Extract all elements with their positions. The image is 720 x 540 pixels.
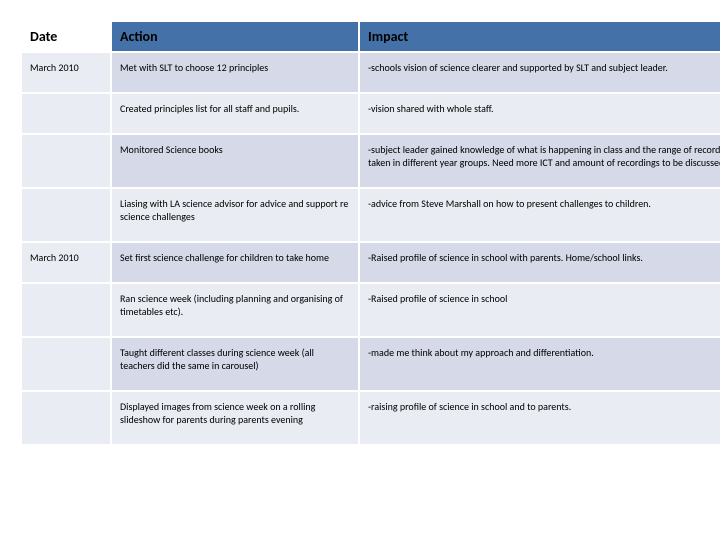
cell-action: Liasing with LA science advisor for advi… — [111, 188, 359, 242]
table-row: March 2010 Met with SLT to choose 12 pri… — [21, 52, 720, 93]
table-row: Monitored Science books -subject leader … — [21, 134, 720, 188]
table-row: Displayed images from science week on a … — [21, 391, 720, 445]
cell-date: March 2010 — [21, 52, 111, 93]
cell-impact: -made me think about my approach and dif… — [359, 337, 720, 391]
cell-impact: -raising profile of science in school an… — [359, 391, 720, 445]
cell-impact: -vision shared with whole staff. — [359, 93, 720, 134]
cell-date — [21, 134, 111, 188]
table-row: March 2010 Set first science challenge f… — [21, 242, 720, 283]
table-row: Taught different classes during science … — [21, 337, 720, 391]
cell-impact: -advice from Steve Marshall on how to pr… — [359, 188, 720, 242]
cell-date: March 2010 — [21, 242, 111, 283]
header-impact: Impact — [359, 21, 720, 52]
cell-action: Taught different classes during science … — [111, 337, 359, 391]
header-date: Date — [21, 21, 111, 52]
cell-date — [21, 283, 111, 337]
table-row: Ran science week (including planning and… — [21, 283, 720, 337]
cell-date — [21, 93, 111, 134]
cell-date — [21, 337, 111, 391]
cell-impact: -Raised profile of science in school — [359, 283, 720, 337]
cell-date — [21, 391, 111, 445]
cell-action: Monitored Science books — [111, 134, 359, 188]
cell-impact: -schools vision of science clearer and s… — [359, 52, 720, 93]
table-body: March 2010 Met with SLT to choose 12 pri… — [21, 52, 720, 445]
table-row: Created principles list for all staff an… — [21, 93, 720, 134]
table-row: Liasing with LA science advisor for advi… — [21, 188, 720, 242]
cell-action: Met with SLT to choose 12 principles — [111, 52, 359, 93]
cell-date — [21, 188, 111, 242]
cell-action: Ran science week (including planning and… — [111, 283, 359, 337]
cell-action: Created principles list for all staff an… — [111, 93, 359, 134]
cell-action: Set first science challenge for children… — [111, 242, 359, 283]
cell-action: Displayed images from science week on a … — [111, 391, 359, 445]
cell-impact: -Raised profile of science in school wit… — [359, 242, 720, 283]
header-action: Action — [111, 21, 359, 52]
action-impact-table: Date Action Impact March 2010 Met with S… — [20, 20, 720, 446]
cell-impact: -subject leader gained knowledge of what… — [359, 134, 720, 188]
table-header-row: Date Action Impact — [21, 21, 720, 52]
